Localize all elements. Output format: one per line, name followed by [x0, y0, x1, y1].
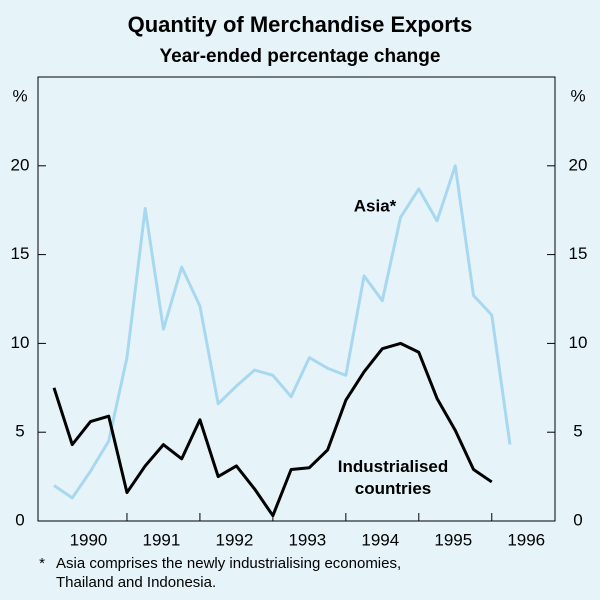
y-tick-label: 15 [11, 244, 30, 263]
y2-tick-label: 5 [573, 422, 582, 441]
x-tick-label: 1990 [70, 530, 108, 549]
y2-tick-label: 20 [569, 155, 588, 174]
asia-label: Asia* [354, 196, 397, 215]
y2-unit: % [570, 86, 585, 105]
y2-tick-label: 10 [569, 333, 588, 352]
series-line [53, 164, 512, 500]
footnote-line: Thailand and Indonesia. [56, 574, 216, 591]
y-tick-label: 0 [15, 510, 24, 529]
footnote-marker: * [39, 555, 45, 572]
chart-subtitle: Year-ended percentage change [160, 46, 441, 67]
y-tick-label: 10 [11, 333, 30, 352]
x-tick-label: 1991 [143, 530, 181, 549]
x-tick-label: 1994 [361, 530, 399, 549]
y2-tick-label: 15 [569, 244, 588, 263]
series-line [52, 341, 493, 518]
plot-frame [37, 76, 556, 522]
footnote-line: Asia comprises the newly industrialising… [56, 555, 401, 572]
industrialised-label: Industrialised countries [338, 457, 449, 498]
y-unit: % [12, 86, 27, 105]
x-tick-label: 1996 [507, 530, 545, 549]
y-tick-label: 5 [15, 422, 24, 441]
x-tick-label: 1995 [434, 530, 472, 549]
y2-tick-label: 0 [573, 510, 582, 529]
x-tick-label: 1992 [215, 530, 253, 549]
x-tick-label: 1993 [288, 530, 326, 549]
y-tick-label: 20 [11, 155, 30, 174]
chart-title: Quantity of Merchandise Exports [128, 12, 473, 37]
